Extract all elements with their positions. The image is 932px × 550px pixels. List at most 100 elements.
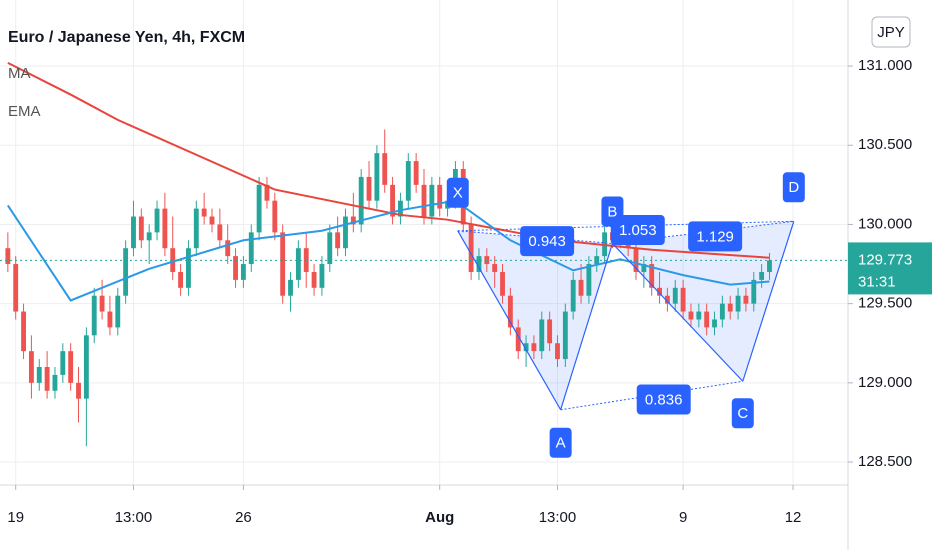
pattern-leg	[742, 221, 795, 382]
currency-button[interactable]	[871, 16, 911, 48]
candle-body	[5, 248, 11, 265]
candle-body	[413, 161, 419, 185]
candle-body	[13, 264, 19, 312]
candle-body	[91, 295, 97, 336]
price-label: 129.773	[858, 251, 912, 268]
ratio-label-box	[610, 215, 665, 246]
candle-body	[138, 216, 144, 241]
candle-body	[256, 184, 262, 233]
candle-body	[295, 248, 301, 280]
candle-body	[28, 351, 34, 383]
candle-body	[123, 248, 129, 296]
x-tick-label: 13:00	[115, 509, 153, 526]
ratio-label: 0.836	[645, 391, 683, 408]
candle-body	[657, 287, 662, 296]
legend-entry: EMA	[8, 103, 41, 120]
candle-body	[390, 184, 396, 217]
candle-body	[523, 343, 529, 352]
candle-body	[311, 271, 317, 288]
candle-body	[170, 248, 176, 272]
candle-body	[555, 343, 560, 360]
point-label: A	[556, 435, 566, 452]
candle-body	[68, 351, 74, 383]
pattern-fill	[457, 221, 794, 410]
candle-body	[476, 256, 482, 272]
ratio-label: 0.943	[528, 233, 566, 250]
candle-body	[492, 264, 498, 272]
candle-body	[264, 184, 270, 201]
candle-body	[280, 232, 286, 296]
candle-body	[680, 287, 686, 312]
candle-body	[107, 311, 113, 328]
candle-body	[44, 366, 50, 391]
candle-body	[178, 271, 184, 288]
pattern-leg	[612, 243, 744, 382]
candle-body	[358, 176, 364, 225]
candle-body	[515, 327, 521, 352]
candle-body	[248, 232, 254, 265]
candle-body	[704, 311, 710, 328]
point-label: B	[607, 203, 617, 220]
currency-label[interactable]: JPY	[877, 24, 905, 41]
x-tick-label: 26	[235, 509, 252, 526]
candle-body	[146, 232, 152, 241]
candle-body	[319, 264, 325, 288]
candle-body	[437, 184, 443, 209]
price-box	[848, 242, 932, 295]
ratio-label: 1.053	[619, 222, 657, 239]
candle-body	[751, 279, 757, 304]
candle-body	[201, 208, 207, 217]
point-label-box	[782, 172, 805, 203]
candle-body	[500, 271, 505, 296]
candle-body	[217, 224, 223, 241]
pattern-leg	[560, 243, 614, 410]
point-label-box	[549, 427, 572, 458]
candle-body	[719, 303, 725, 320]
candle-body	[531, 343, 537, 352]
candle-body	[578, 279, 584, 296]
ratio-label-box	[636, 384, 691, 415]
y-tick-label: 130.500	[858, 136, 912, 153]
x-tick-label: 9	[679, 509, 687, 526]
candle-body	[374, 153, 380, 201]
candle-body	[468, 224, 474, 272]
candle-body	[696, 311, 702, 320]
candle-body	[759, 271, 765, 280]
candle-body	[327, 232, 333, 265]
candle-body	[272, 200, 278, 233]
candle-body	[131, 216, 136, 249]
candle-body	[240, 264, 246, 280]
x-tick-label: 19	[7, 509, 24, 526]
candle-body	[649, 264, 655, 288]
candle-body	[398, 200, 403, 217]
candle-body	[162, 208, 168, 249]
axes: 128.500 129.000 129.500 130.000 130.500 131.0…	[7, 57, 932, 526]
candle-body	[343, 216, 348, 249]
candle-body	[586, 264, 592, 296]
candle-body	[743, 295, 749, 304]
y-tick-label: 129.500	[858, 295, 912, 312]
point-label-box	[601, 196, 624, 227]
grid	[0, 0, 848, 485]
candle-body	[225, 240, 231, 257]
candle-body	[288, 279, 293, 296]
candle-body	[350, 216, 356, 225]
y-tick-label: 130.000	[858, 215, 912, 232]
candle-body	[36, 366, 42, 383]
candle-body	[641, 264, 647, 272]
candle-body	[712, 319, 717, 328]
candle-body	[335, 232, 341, 249]
y-tick-label: 129.000	[858, 374, 912, 391]
pattern-triangle	[457, 230, 613, 410]
ratio-label-box	[520, 226, 575, 257]
candle-body	[405, 161, 411, 201]
candle-body	[562, 311, 568, 360]
candle-body	[727, 303, 733, 312]
point-label: C	[737, 405, 748, 422]
candle-body	[52, 374, 58, 391]
pattern-triangle	[612, 221, 794, 382]
y-tick-label: 128.500	[858, 453, 912, 470]
ratio-line	[612, 220, 794, 244]
candle-body	[186, 248, 191, 288]
